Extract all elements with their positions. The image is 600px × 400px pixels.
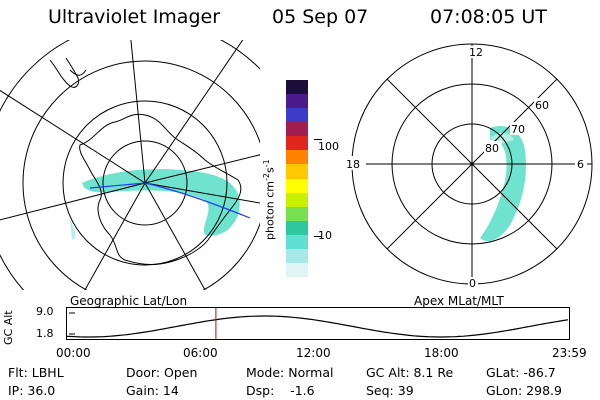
orbit-xtick-0: 00:00	[56, 346, 91, 360]
mag-panel-label: Apex MLat/MLT	[414, 294, 504, 308]
colorbar-segment-2	[286, 108, 308, 123]
orbit-xtick-1: 06:00	[183, 346, 218, 360]
orbit-ymin: 1.8	[36, 327, 54, 340]
status-glon: GLon: 298.9	[486, 383, 562, 398]
mlt-6-label: 6	[577, 158, 584, 171]
aurora-emission-geo	[82, 169, 240, 236]
orbit-track	[144, 182, 251, 219]
mlt-0-label: 0	[469, 277, 476, 290]
status-glat: GLat: -86.7	[486, 365, 556, 380]
magnetic-map: 12 18 6 0 60 70 80	[344, 43, 593, 290]
colorbar-segment-9	[286, 206, 308, 221]
status-dsp: Dsp: -1.6	[246, 383, 315, 398]
status-mode: Mode: Normal	[246, 365, 334, 380]
orbit-xtick-4: 23:59	[552, 346, 587, 360]
status-ip: IP: 36.0	[8, 383, 56, 398]
colorbar-tick-100	[314, 139, 322, 140]
colorbar-segment-8	[286, 192, 308, 207]
colorbar-segment-5	[286, 150, 308, 165]
aurora-emission-mag	[480, 126, 526, 242]
mlat-70-label: 70	[511, 123, 525, 136]
colorbar-segment-4	[286, 136, 308, 151]
date-label: 05 Sep 07	[272, 6, 369, 28]
orbit-plot	[66, 307, 570, 340]
colorbar-tick-10	[314, 236, 322, 237]
status-seq: Seq: 39	[366, 383, 414, 398]
geographic-map	[0, 40, 260, 290]
colorbar-segment-3	[286, 122, 308, 137]
status-filter: Flt: LBHL	[8, 365, 64, 380]
colorbar-segment-12	[286, 248, 308, 264]
mlt-18-label: 18	[346, 158, 360, 171]
orbit-xtick-3: 18:00	[424, 346, 459, 360]
colorbar-segment-11	[286, 234, 308, 249]
colorbar-segment-13	[286, 263, 308, 278]
instrument-title: Ultraviolet Imager	[48, 6, 221, 28]
time-label: 07:08:05 UT	[430, 6, 547, 28]
mlat-60-label: 60	[535, 99, 549, 112]
colorbar-segment-0	[286, 80, 308, 95]
colorbar-segment-10	[286, 220, 308, 235]
mlat-80-label: 80	[485, 142, 499, 155]
colorbar-label-10: 10	[318, 229, 332, 242]
colorbar-unit: photon cm-2s-1	[262, 159, 277, 240]
colorbar-segment-6	[286, 164, 308, 179]
colorbar-segment-1	[286, 94, 308, 109]
mlt-12-label: 12	[469, 46, 483, 59]
status-door: Door: Open	[126, 365, 198, 380]
colorbar-segment-7	[286, 178, 308, 193]
status-gain: Gain: 14	[126, 383, 179, 398]
orbit-ylabel: GC Alt	[2, 310, 15, 345]
orbit-altitude-curve	[66, 315, 569, 338]
antarctica-outline	[79, 113, 242, 265]
orbit-xtick-2: 12:00	[296, 346, 331, 360]
colorbar	[286, 80, 308, 278]
colorbar-label-100: 100	[318, 140, 339, 153]
status-gc-alt: GC Alt: 8.1 Re	[366, 365, 454, 380]
orbit-ymax: 9.0	[36, 305, 54, 318]
geo-panel-label: Geographic Lat/Lon	[70, 294, 188, 308]
